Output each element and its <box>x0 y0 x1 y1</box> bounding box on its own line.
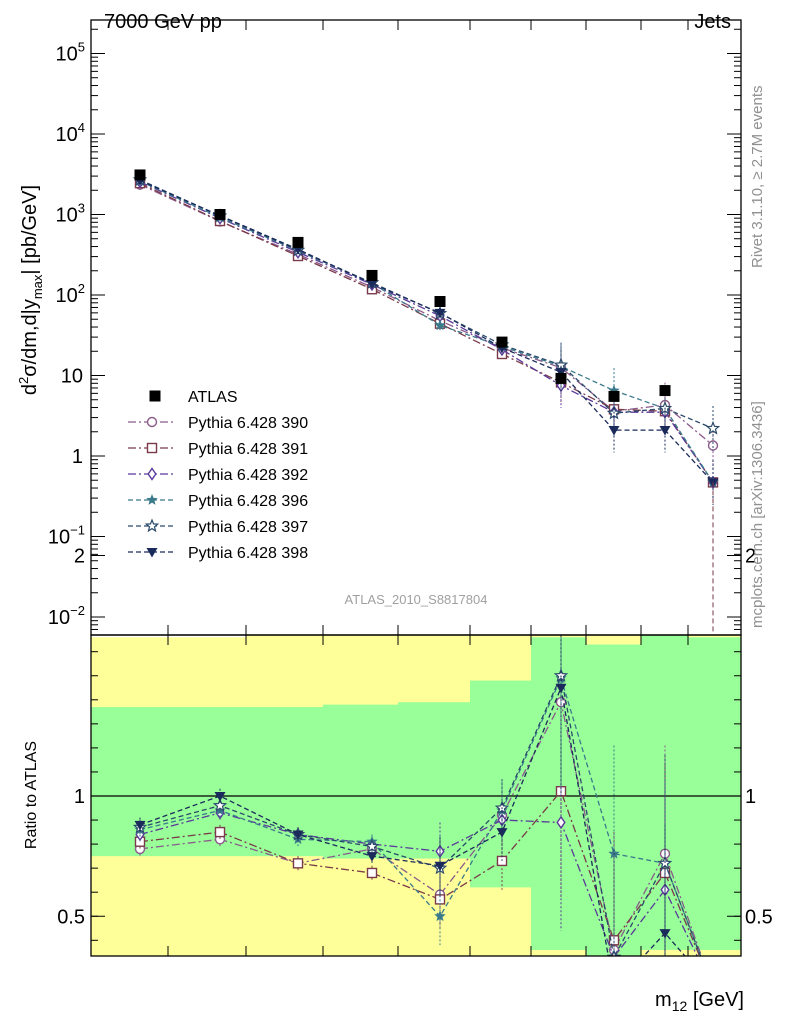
ratio-point <box>553 668 569 682</box>
ratio-band-inner <box>323 704 398 859</box>
legend-marker <box>146 548 158 558</box>
uncertainty-bands <box>91 635 741 956</box>
ratio-band-inner <box>688 637 741 950</box>
atlas-data-point <box>134 169 146 181</box>
legend-marker <box>147 467 157 481</box>
legend-label: Pythia 6.428 392 <box>188 467 308 484</box>
ratio-tick-label: 1 <box>74 786 85 808</box>
ratio-point <box>659 929 671 939</box>
y-tick-label: 10−2 <box>48 603 85 629</box>
atlas-data-point <box>214 209 226 220</box>
atlas-data-point <box>608 390 620 402</box>
rivet-label: Rivet 3.1.10, ≥ 2.7M events <box>749 86 766 269</box>
ratio-point <box>606 949 622 956</box>
mc-line-4 <box>139 180 714 483</box>
legend-marker <box>146 416 158 428</box>
ratio-series-group <box>132 635 703 956</box>
ratio-line-3 <box>139 812 698 956</box>
process-label: Jets <box>694 11 731 33</box>
y-axis-label: d2σ/dm,d|ymax| [pb/GeV] <box>16 185 45 395</box>
main-frame <box>90 19 742 636</box>
ratio-line-5 <box>139 673 702 956</box>
atlas-data-point <box>366 269 378 281</box>
y-tick-label: 103 <box>56 201 85 227</box>
ratio-tick-label: 0.5 <box>745 906 773 928</box>
atlas-data-point <box>659 385 671 397</box>
mc-point <box>434 319 446 331</box>
legend: ATLAS Pythia 6.428 390 Pythia 6.428 391 Pyt… <box>128 389 308 562</box>
legend-marker <box>146 442 158 454</box>
ratio-line-2 <box>139 789 701 956</box>
ratio-point <box>214 804 226 816</box>
main-panel: 10−2 10−1 1 10 102 103 104 105 ATLAS Pythia 6.428… <box>48 19 742 636</box>
mc-line-6 <box>139 179 714 483</box>
ratio-line-6 <box>139 685 686 956</box>
mc-point <box>608 384 620 396</box>
ratio-point <box>134 820 146 831</box>
atlas-data-point <box>496 336 508 348</box>
ratio-point <box>496 828 508 838</box>
energy-label: 7000 GeV pp <box>104 11 222 33</box>
legend-marker-atlas <box>149 390 161 402</box>
mc-point <box>705 420 721 435</box>
ratio-point <box>555 683 567 694</box>
legend-label: Pythia 6.428 397 <box>188 519 308 536</box>
ratio-point <box>556 815 566 830</box>
ratio-band-inner <box>470 680 531 888</box>
ratio-panel: 0.5 0.5 1 1 2 2 <box>57 546 773 957</box>
ratio-band-inner <box>246 707 323 857</box>
y-tick-label: 10 <box>61 366 83 388</box>
ratio-tick-label: 1 <box>745 786 756 808</box>
y-tick-label: 1 <box>72 446 83 468</box>
legend-label: Pythia 6.428 398 <box>188 545 308 562</box>
legend-label: Pythia 6.428 396 <box>188 493 308 510</box>
ratio-point <box>292 858 304 869</box>
legend-label: Pythia 6.428 390 <box>188 415 308 432</box>
y-tick-label: 10−1 <box>48 523 85 549</box>
analysis-label: ATLAS_2010_S8817804 <box>345 592 488 607</box>
ratio-tick-label: 2 <box>74 546 85 568</box>
ratio-tick-label: 0.5 <box>57 906 85 928</box>
ratio-point <box>214 826 226 838</box>
ratio-point <box>212 797 228 812</box>
ratio-y-axis-label: Ratio to ATLAS <box>23 741 40 849</box>
x-axis-label: m12 [GeV] <box>655 989 744 1014</box>
ratio-point <box>434 861 446 872</box>
ratio-point <box>366 852 378 862</box>
ratio-band-inner <box>168 707 246 857</box>
ratio-point <box>292 830 304 840</box>
mc-point <box>659 426 671 436</box>
mc-line-1 <box>139 184 714 446</box>
mcplots-label: mcplots.cern.ch [arXiv:1306.3436] <box>749 401 766 628</box>
ratio-point <box>434 910 446 922</box>
atlas-data-point <box>434 296 446 308</box>
ratio-point <box>214 792 226 802</box>
y-tick-label: 105 <box>56 40 85 66</box>
ratio-point <box>608 935 620 946</box>
y-tick-label: 104 <box>56 120 85 146</box>
ratio-line-1 <box>139 700 703 956</box>
ratio-band-inner <box>91 707 168 857</box>
ratio-line-4 <box>139 676 702 956</box>
mc-point <box>366 279 378 290</box>
legend-label: ATLAS <box>188 389 238 406</box>
ratio-point <box>366 867 378 879</box>
atlas-data-point <box>555 372 567 384</box>
ratio-band-inner <box>398 702 470 859</box>
mc-point <box>434 308 446 319</box>
ratio-tick-label: 2 <box>745 546 756 568</box>
mc-line-2 <box>139 182 714 483</box>
atlas-data-point <box>292 236 304 248</box>
mc-point <box>608 426 620 436</box>
y-tick-label: 102 <box>56 281 85 307</box>
legend-label: Pythia 6.428 391 <box>188 441 308 458</box>
legend-marker <box>144 518 160 533</box>
legend-marker <box>146 494 158 505</box>
mc-line-3 <box>139 181 714 483</box>
